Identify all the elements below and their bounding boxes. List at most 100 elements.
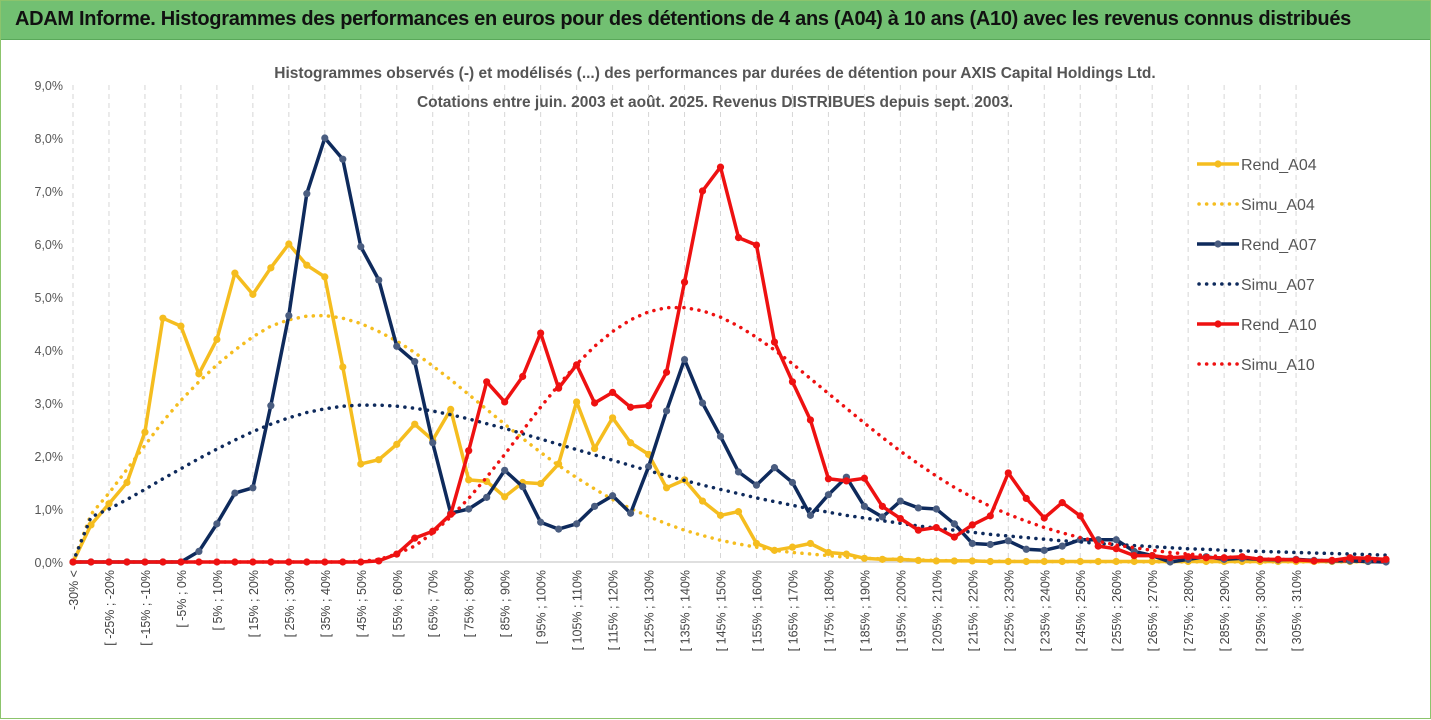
legend-label: Rend_A10 [1241, 317, 1317, 334]
data-point [896, 514, 904, 523]
data-point [411, 358, 419, 366]
data-point [1058, 542, 1066, 550]
data-point [537, 329, 545, 337]
data-point [195, 370, 203, 378]
legend-label: Simu_A07 [1241, 277, 1315, 294]
legend: Rend_A04 Simu_A04 Rend_A07 Simu_A07 Rend_A10… [1197, 157, 1317, 374]
data-point [1112, 536, 1120, 544]
x-tick-label: [ 125% ; 130% [643, 570, 657, 651]
data-point [339, 363, 347, 371]
data-point [662, 368, 671, 376]
legend-marker [1214, 320, 1222, 328]
series-simu-a07 [71, 403, 1388, 564]
data-point [591, 444, 599, 453]
data-point [285, 558, 293, 566]
data-point [644, 402, 653, 410]
y-tick-label: 0,0% [35, 556, 64, 570]
y-tick-label: 9,0% [35, 79, 64, 93]
data-point [195, 547, 203, 556]
data-point [213, 335, 221, 343]
x-tick-label: [ 35% ; 40% [319, 570, 333, 637]
data-point [1022, 494, 1030, 502]
data-point [1058, 499, 1066, 507]
data-point [231, 489, 239, 497]
data-point [878, 513, 886, 521]
x-tick-label: [ 105% ; 110% [571, 570, 585, 650]
x-tick-label: -30% < [67, 570, 81, 610]
data-point [87, 521, 95, 529]
y-tick-label: 8,0% [35, 132, 64, 146]
chart-title: Histogrammes observés (-) et modélisés (… [274, 65, 1155, 82]
data-point [626, 509, 635, 517]
data-point [321, 134, 329, 142]
data-point [429, 439, 437, 447]
data-point [141, 558, 149, 566]
data-point [1112, 557, 1120, 566]
data-point [519, 483, 527, 491]
y-tick-label: 5,0% [35, 291, 64, 305]
x-tick-label: [ 65% ; 70% [427, 570, 441, 637]
data-point [411, 420, 419, 428]
data-point [788, 543, 797, 551]
data-point [303, 261, 311, 269]
series-line [71, 313, 1388, 564]
data-point [1292, 556, 1300, 564]
data-point [806, 511, 815, 519]
data-point [123, 478, 131, 487]
data-point [698, 187, 707, 195]
y-tick-label: 2,0% [35, 450, 64, 464]
data-point [788, 378, 797, 386]
data-point [465, 476, 473, 484]
data-point [752, 539, 761, 548]
data-point [447, 405, 455, 413]
data-point [177, 322, 185, 330]
series-simu-a04 [71, 313, 1388, 564]
vertical-gridlines [72, 85, 1297, 562]
data-point [914, 504, 922, 512]
data-point [501, 398, 509, 406]
data-point [716, 163, 725, 171]
data-point [591, 399, 599, 407]
data-point [285, 311, 293, 320]
legend-label: Simu_A04 [1241, 197, 1315, 214]
x-tick-label: [ 155% ; 160% [750, 570, 764, 651]
data-point [555, 525, 563, 533]
series-line [73, 165, 1387, 564]
data-point [770, 338, 779, 346]
data-point [644, 463, 653, 471]
data-point [375, 456, 383, 464]
legend-label: Simu_A10 [1241, 357, 1315, 374]
data-point [105, 558, 113, 566]
data-point [501, 466, 509, 474]
data-point [573, 398, 581, 406]
data-point [950, 533, 958, 541]
series-simu-a10 [71, 305, 1388, 564]
data-point [968, 557, 976, 565]
data-point [213, 520, 221, 528]
x-tick-label: [ 245% ; 250% [1074, 570, 1088, 651]
x-tick-label: [ 115% ; 120% [607, 570, 621, 650]
data-point [375, 276, 383, 284]
data-point [860, 474, 868, 482]
data-point [734, 508, 743, 516]
data-point [393, 440, 401, 448]
data-point [1328, 556, 1336, 565]
x-tick-label: [ 185% ; 190% [858, 570, 872, 651]
legend-label: Rend_A04 [1241, 157, 1317, 174]
x-tick-label: [ 145% ; 150% [715, 570, 729, 651]
data-point [1022, 557, 1030, 566]
data-point [393, 342, 401, 350]
data-point [1040, 546, 1048, 554]
x-tick-label: [ 45% ; 50% [355, 570, 369, 637]
data-point [537, 518, 545, 526]
legend-item: Simu_A07 [1197, 277, 1315, 294]
x-tick-label: [ 75% ; 80% [463, 570, 477, 637]
legend-marker [1214, 240, 1222, 248]
x-tick-label: [ 205% ; 210% [930, 570, 944, 651]
legend-item: Rend_A04 [1197, 157, 1317, 174]
data-point [626, 403, 635, 411]
data-point [716, 432, 725, 440]
data-point [824, 475, 833, 483]
data-point [716, 511, 725, 519]
